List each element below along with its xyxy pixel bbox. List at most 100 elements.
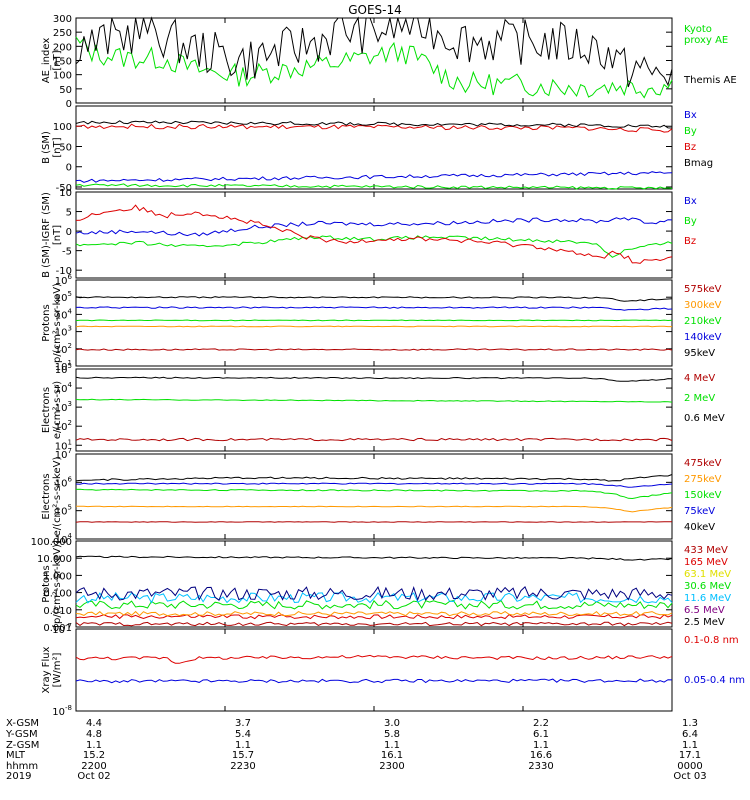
y-tick-label: 104: [55, 307, 73, 321]
legend-entry: 0.1-0.8 nm: [684, 635, 739, 646]
y-axis-label: Electrons: [41, 473, 52, 519]
y-tick-label: 10-7: [52, 622, 72, 636]
y-tick-label: 0.010: [43, 606, 72, 617]
legend-entry: 210keV: [684, 316, 722, 327]
legend-entry: 75keV: [684, 506, 715, 517]
y-tick-label: 10-8: [52, 704, 72, 718]
legend-entry: 300keV: [684, 300, 722, 311]
x-axis-tick-label: 5.8: [384, 729, 400, 740]
y-axis-label: Electrons: [41, 387, 52, 433]
y-tick-label: 0: [66, 227, 72, 238]
x-axis-row-label: 2019: [6, 771, 31, 782]
series-line-2-mev: [75, 398, 673, 403]
y-tick-label: 10.000: [37, 554, 72, 565]
x-axis-tick-label: Oct 02: [77, 771, 110, 782]
y-tick-label: 300: [53, 14, 72, 25]
y-axis-label: B (SM): [41, 131, 52, 164]
y-axis-label: [nT]: [52, 225, 63, 245]
x-axis-row-label: Z-GSM: [6, 740, 39, 751]
series-line-bx: [75, 171, 673, 183]
series-line-by: [75, 183, 673, 190]
legend-entry: 475keV: [684, 458, 722, 469]
legend-entry: Kyoto: [684, 24, 712, 35]
y-tick-label: 250: [53, 28, 72, 39]
legend-entry: 0.6 MeV: [684, 413, 725, 424]
x-axis-tick-label: 4.8: [86, 729, 102, 740]
y-tick-label: -50: [56, 183, 72, 194]
legend-entry: 150keV: [684, 490, 722, 501]
x-axis-tick-label: 2230: [230, 761, 255, 772]
legend-entry: 433 MeV: [684, 545, 728, 556]
legend-entry: Bmag: [684, 158, 713, 169]
y-tick-label: 106: [55, 475, 73, 489]
series-line-30-6-mev: [75, 599, 673, 610]
y-tick-label: 50: [59, 85, 72, 96]
series-line-150kev: [75, 488, 673, 500]
x-axis-tick-label: 2300: [379, 761, 404, 772]
legend-entry: By: [684, 216, 697, 227]
y-tick-label: 1.000: [43, 571, 72, 582]
legend-entry: 63.1 MeV: [684, 569, 731, 580]
y-axis-label: p/(cm²-s-sr-keV): [52, 283, 63, 363]
x-axis-table: X-GSMY-GSMZ-GSMMLThhmm20194.44.81.115.22…: [5, 718, 707, 782]
x-axis-tick-label: 3.0: [384, 718, 400, 729]
y-tick-label: 150: [53, 57, 72, 68]
series-line-575kev: [75, 348, 673, 351]
series-line-themis-ae: [75, 16, 673, 88]
panel-frame: [75, 17, 673, 104]
x-axis-tick-label: 2200: [81, 761, 106, 772]
y-tick-label: 5: [66, 208, 72, 219]
y-axis-label: Xray Flux: [41, 646, 52, 693]
panel-frame: [75, 191, 673, 279]
series-line-bz: [75, 123, 673, 133]
series-line-0-1-0-8-nm: [75, 654, 673, 664]
legend-entry: Bx: [684, 196, 697, 207]
y-axis-label: [nT]: [52, 50, 63, 70]
panel-bigrf: -10 -5 0 5 10 B (SM)-IGRF (SM) [nT] Bx By Bz: [41, 188, 697, 279]
series-line-475kev: [75, 521, 672, 523]
series-line-0-05-0-4-nm: [75, 678, 673, 684]
legend-entry: 2 MeV: [684, 393, 715, 404]
y-tick-label: 105: [55, 290, 72, 304]
y-tick-label: 200: [53, 42, 72, 53]
series-line-433-mev: [75, 621, 673, 627]
legend-entry: 30.6 MeV: [684, 581, 731, 592]
panel-protons1: 101 102 103 104 105 106 Protons p/(cm²-s-sr-keV…: [41, 273, 722, 373]
legend-entry: 95keV: [684, 348, 715, 359]
series-line-0-6-mev: [75, 376, 673, 382]
y-tick-label: 0.001: [43, 623, 72, 634]
x-axis-tick-label: 1.1: [235, 740, 251, 751]
x-axis-tick-label: 0000: [677, 761, 702, 772]
series-line-11-6-mev: [75, 591, 673, 604]
series-line-bmag: [75, 120, 673, 129]
x-axis-tick-label: 1.1: [384, 740, 400, 751]
legend-entry: 165 MeV: [684, 557, 728, 568]
series-line-210kev: [75, 319, 673, 322]
series-line-95kev: [75, 296, 673, 302]
y-axis-label: B (SM)-IGRF (SM): [41, 192, 52, 278]
y-tick-label: 0.100: [43, 589, 72, 600]
legend-entry: 140keV: [684, 332, 722, 343]
y-tick-label: 101: [55, 438, 72, 452]
y-tick-label: 100.000: [31, 537, 72, 548]
chart-title: GOES-14: [348, 3, 402, 17]
series-line-40kev: [75, 474, 673, 482]
y-axis-label: e/(cm²-s-sr-keV): [52, 457, 63, 537]
y-tick-label: 10: [59, 188, 72, 199]
x-axis-row-label: hhmm: [6, 761, 38, 772]
y-tick-label: 50: [59, 142, 72, 153]
y-tick-label: 107: [55, 447, 72, 461]
series-line-bx: [75, 217, 673, 237]
x-axis-tick-label: 1.1: [682, 740, 698, 751]
y-tick-label: 104: [55, 381, 73, 395]
y-tick-label: 106: [55, 273, 73, 287]
legend-entry: 6.5 MeV: [684, 605, 725, 616]
x-axis-tick-label: 15.7: [232, 750, 254, 761]
series-line-4-mev: [75, 437, 673, 442]
x-axis-tick-label: 4.4: [86, 718, 102, 729]
series-line-6-5-mev: [75, 586, 673, 602]
y-axis-label: Protons: [41, 304, 52, 341]
